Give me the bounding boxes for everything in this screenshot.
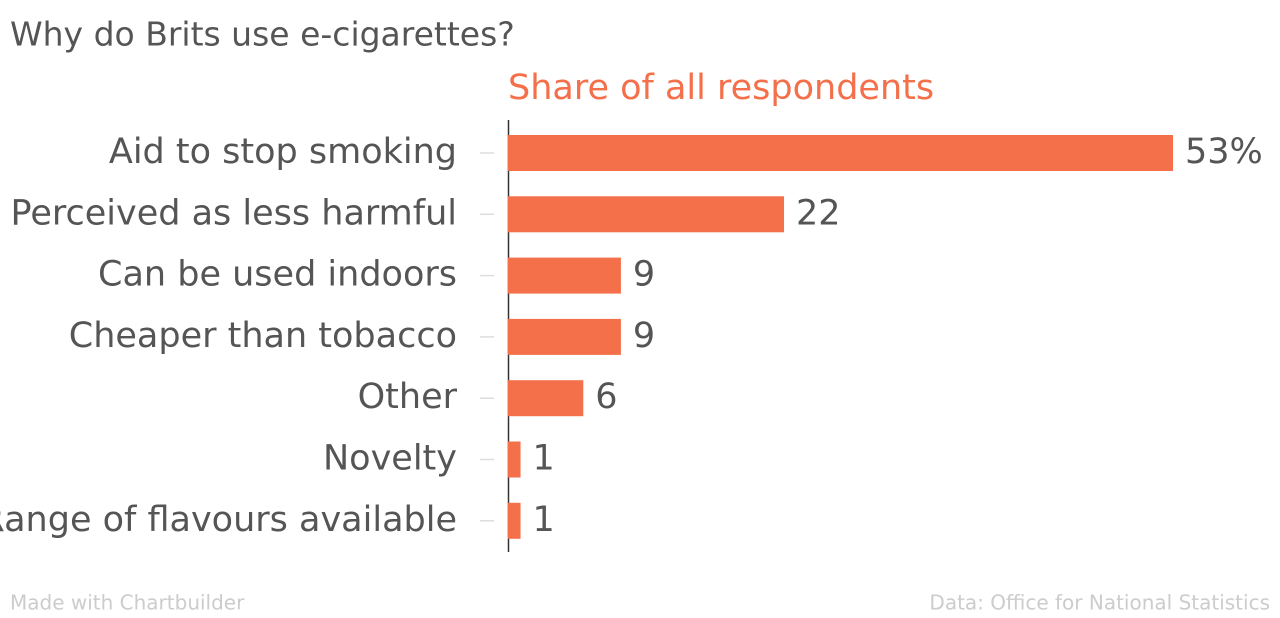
y-tick-label: Range of flavours available: [0, 500, 457, 540]
value-label: 1: [533, 500, 555, 540]
value-label: 9: [633, 316, 655, 356]
credit: Made with Chartbuilder: [10, 591, 245, 615]
y-tick-label: Can be used indoors: [98, 255, 457, 295]
y-tick-label: Perceived as less harmful: [11, 193, 458, 233]
y-tick-label: Novelty: [323, 439, 457, 479]
value-label: 9: [633, 255, 655, 295]
chart-title: Why do Brits use e-cigarettes?: [10, 15, 515, 54]
bar: [508, 196, 785, 233]
bar: [508, 441, 521, 478]
bar: [508, 257, 621, 294]
chart-subtitle: Share of all respondents: [508, 68, 934, 108]
bar: [508, 318, 621, 355]
source: Data: Office for National Statistics: [929, 591, 1270, 615]
bar: [508, 380, 584, 417]
value-label: 6: [595, 377, 617, 417]
y-tick-label: Cheaper than tobacco: [69, 316, 457, 356]
value-label: 53%: [1185, 132, 1263, 172]
bar: [508, 502, 521, 539]
y-tick-label: Aid to stop smoking: [109, 132, 457, 172]
value-label: 1: [533, 439, 555, 479]
y-tick-label: Other: [358, 377, 458, 417]
bar: [508, 135, 1173, 171]
value-label: 22: [796, 193, 841, 233]
